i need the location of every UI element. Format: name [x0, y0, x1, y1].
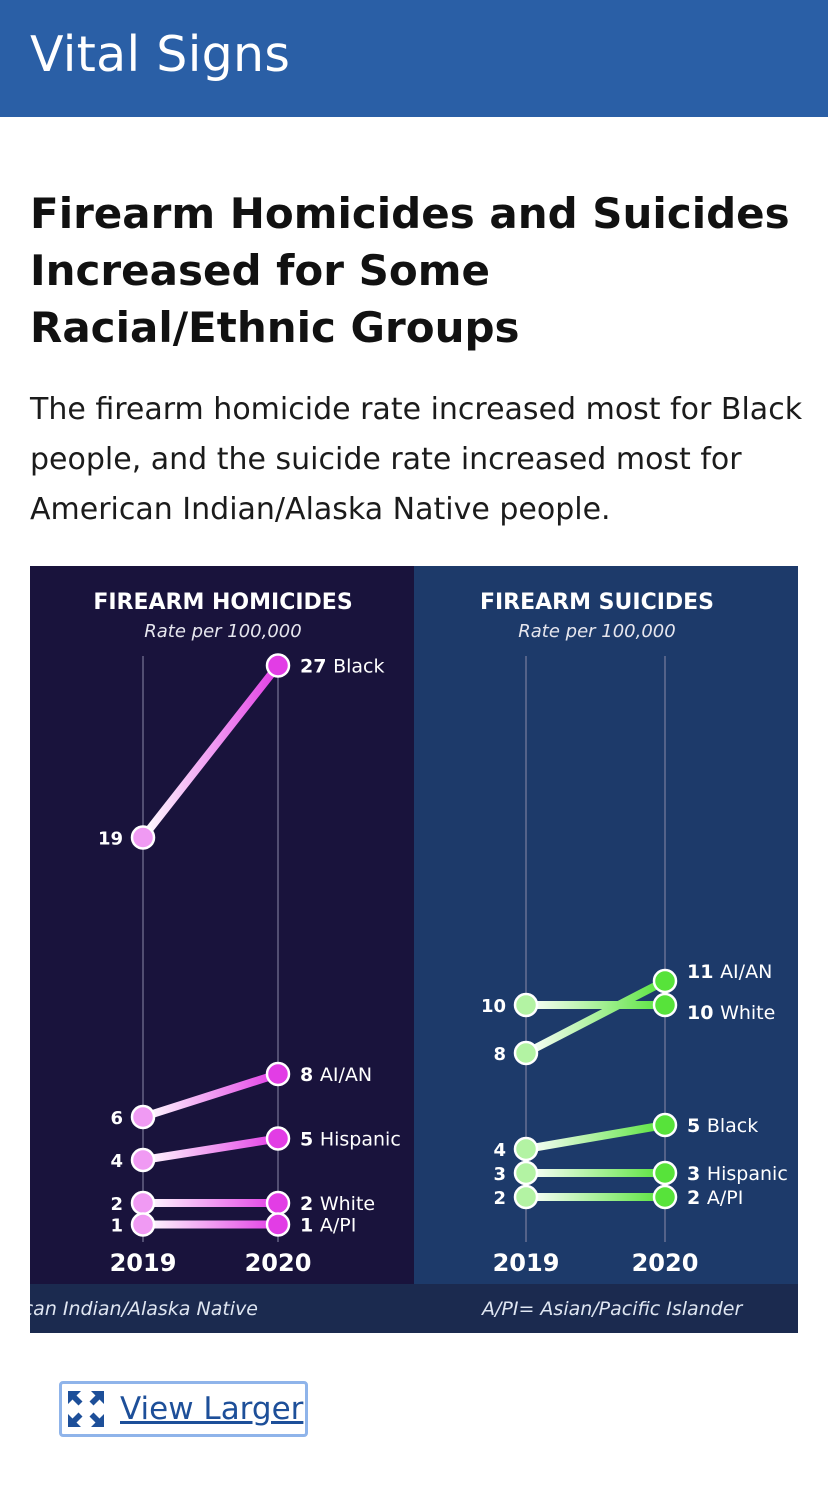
homicide-point-2019-hispanic: [130, 1147, 156, 1173]
homicide-label-2019-white: 2: [110, 1194, 123, 1215]
suicide-panel-bg: [414, 566, 798, 1284]
suicide-point-2019-a-pi: [513, 1184, 539, 1210]
suicide-label-2019-white: 10: [481, 996, 506, 1017]
homicide-point-2020-a-pi: [265, 1212, 291, 1237]
homicide-line-black: [139, 661, 282, 842]
homicide-label-2020-ai-an: 8 AI/AN: [300, 1064, 372, 1086]
homicide-panel-bg: [30, 566, 414, 1284]
homicide-label-2019-black: 19: [98, 829, 123, 850]
homicide-xtick-2020: 2020: [245, 1249, 312, 1277]
view-larger-button[interactable]: View Larger: [59, 1381, 308, 1437]
homicide-point-2020-ai-an: [265, 1061, 291, 1087]
footnote-api: A/PI= Asian/Pacific Islander: [480, 1298, 743, 1320]
homicide-line-ai-an: [139, 1070, 282, 1121]
suicide-point-2020-hispanic: [652, 1160, 678, 1186]
suicide-point-2020-ai-an: [652, 968, 678, 994]
article-lede: The firearm homicide rate increased most…: [30, 392, 803, 527]
homicide-label-2020-a-pi: 1 A/PI: [300, 1215, 356, 1237]
suicide-point-2019-ai-an: [513, 1040, 539, 1066]
view-larger-label: View Larger: [120, 1391, 304, 1427]
suicide-label-2020-a-pi: 2 A/PI: [687, 1187, 743, 1209]
suicide-point-2019-black: [513, 1136, 539, 1162]
suicide-line-ai-an: [522, 977, 669, 1057]
suicide-label-2020-ai-an: 11 AI/AN: [687, 961, 772, 983]
suicide-label-2019-black: 4: [493, 1140, 506, 1161]
suicide-line-black: [522, 1121, 669, 1153]
homicide-line-hispanic: [139, 1134, 282, 1164]
homicide-point-2020-hispanic: [265, 1126, 291, 1151]
firearm-chart-svg: FIREARM HOMICIDES Rate per 100,000 FIREA…: [30, 566, 798, 1333]
suicide-title: FIREARM SUICIDES: [480, 590, 714, 615]
suicide-point-2020-white: [652, 992, 678, 1018]
homicide-point-2020-white: [265, 1190, 291, 1216]
suicide-label-2019-ai-an: 8: [493, 1044, 506, 1065]
suicide-label-2019-a-pi: 2: [493, 1188, 506, 1209]
suicide-label-2020-black: 5 Black: [687, 1115, 758, 1137]
site-header: Vital Signs: [0, 0, 828, 117]
expand-icon: [66, 1389, 106, 1429]
suicide-point-2019-hispanic: [513, 1160, 539, 1186]
homicide-label-2019-ai-an: 6: [110, 1108, 123, 1129]
homicide-point-2019-ai-an: [130, 1104, 156, 1130]
homicide-xtick-2019: 2019: [110, 1249, 177, 1277]
homicide-point-2019-a-pi: [130, 1212, 156, 1237]
firearm-chart-figure: FIREARM HOMICIDES Rate per 100,000 FIREA…: [30, 566, 798, 1333]
suicide-point-2019-white: [513, 992, 539, 1018]
suicide-label-2020-white: 10 White: [687, 1002, 775, 1024]
suicide-xtick-2019: 2019: [493, 1249, 560, 1277]
suicide-subtitle: Rate per 100,000: [518, 621, 675, 642]
site-title[interactable]: Vital Signs: [30, 26, 291, 83]
homicide-label-2020-hispanic: 5 Hispanic: [300, 1129, 401, 1151]
suicide-label-2019-hispanic: 3: [493, 1164, 506, 1185]
homicide-label-2019-a-pi: 1: [110, 1216, 123, 1237]
homicide-subtitle: Rate per 100,000: [144, 621, 301, 642]
footnote-aian: AI/AN = American Indian/Alaska Native: [30, 1298, 258, 1320]
homicide-point-2020-black: [265, 653, 291, 678]
homicide-point-2019-black: [130, 825, 156, 850]
suicide-xtick-2020: 2020: [632, 1249, 699, 1277]
suicide-point-2020-black: [652, 1112, 678, 1138]
homicide-label-2020-black: 27 Black: [300, 656, 384, 678]
suicide-point-2020-a-pi: [652, 1184, 678, 1210]
suicide-label-2020-hispanic: 3 Hispanic: [687, 1163, 788, 1185]
footnote-bar: [30, 1284, 798, 1333]
homicide-label-2019-hispanic: 4: [110, 1151, 123, 1172]
homicide-title: FIREARM HOMICIDES: [93, 590, 352, 615]
homicide-point-2019-white: [130, 1190, 156, 1216]
homicide-label-2020-white: 2 White: [300, 1193, 375, 1215]
article-headline: Firearm Homicides and Suicides Increased…: [30, 189, 790, 352]
